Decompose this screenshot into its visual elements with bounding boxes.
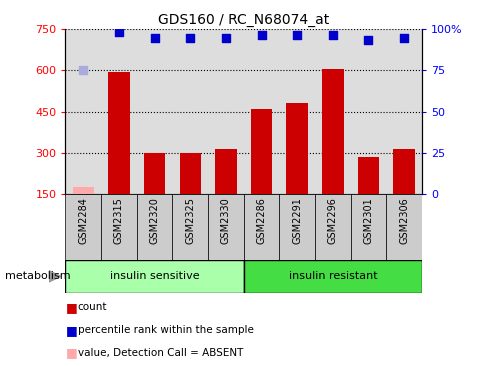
- Point: [328, 32, 336, 38]
- FancyBboxPatch shape: [243, 194, 279, 260]
- Text: GSM2286: GSM2286: [256, 197, 266, 244]
- Text: GSM2301: GSM2301: [363, 197, 373, 244]
- Text: ■: ■: [65, 301, 77, 314]
- FancyBboxPatch shape: [65, 260, 243, 293]
- Text: count: count: [77, 302, 107, 313]
- Text: GSM2296: GSM2296: [327, 197, 337, 244]
- Bar: [357, 157, 378, 194]
- Text: GSM2325: GSM2325: [185, 197, 195, 244]
- Text: GSM2330: GSM2330: [220, 197, 230, 244]
- FancyBboxPatch shape: [136, 194, 172, 260]
- Text: ■: ■: [65, 324, 77, 337]
- Text: GSM2284: GSM2284: [78, 197, 88, 244]
- FancyBboxPatch shape: [101, 194, 136, 260]
- Text: GSM2306: GSM2306: [398, 197, 408, 244]
- Text: insulin resistant: insulin resistant: [288, 271, 377, 281]
- FancyBboxPatch shape: [385, 194, 421, 260]
- Point: [364, 37, 372, 43]
- FancyBboxPatch shape: [314, 194, 350, 260]
- Point: [257, 32, 265, 38]
- Text: percentile rank within the sample: percentile rank within the sample: [77, 325, 253, 335]
- Title: GDS160 / RC_N68074_at: GDS160 / RC_N68074_at: [158, 13, 329, 27]
- Bar: [179, 153, 200, 194]
- Polygon shape: [48, 270, 60, 282]
- Point: [151, 34, 158, 40]
- FancyBboxPatch shape: [350, 194, 385, 260]
- Bar: [108, 72, 129, 194]
- Text: ■: ■: [65, 346, 77, 359]
- Text: value, Detection Call = ABSENT: value, Detection Call = ABSENT: [77, 348, 242, 358]
- Point: [222, 34, 229, 40]
- FancyBboxPatch shape: [243, 260, 421, 293]
- Bar: [144, 153, 165, 194]
- FancyBboxPatch shape: [279, 194, 314, 260]
- Bar: [250, 109, 272, 194]
- Text: GSM2320: GSM2320: [149, 197, 159, 244]
- FancyBboxPatch shape: [172, 194, 208, 260]
- Bar: [286, 103, 307, 194]
- Text: metabolism: metabolism: [5, 271, 70, 281]
- FancyBboxPatch shape: [208, 194, 243, 260]
- Text: GSM2315: GSM2315: [114, 197, 124, 244]
- Point: [115, 29, 122, 35]
- Bar: [73, 187, 94, 194]
- Bar: [393, 149, 414, 194]
- Text: insulin sensitive: insulin sensitive: [109, 271, 199, 281]
- Point: [186, 34, 194, 40]
- Point: [79, 67, 87, 73]
- FancyBboxPatch shape: [65, 194, 101, 260]
- Bar: [215, 149, 236, 194]
- Point: [293, 32, 301, 38]
- Point: [399, 34, 407, 40]
- Text: GSM2291: GSM2291: [291, 197, 302, 244]
- Bar: [321, 69, 343, 194]
